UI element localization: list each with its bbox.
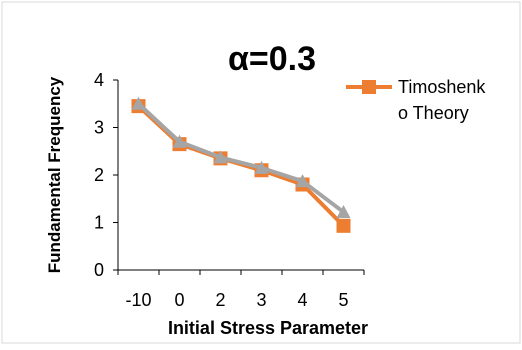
y-tick-label: 4 <box>94 70 104 90</box>
y-tick-label: 2 <box>94 165 104 185</box>
y-tick-label: 1 <box>94 213 104 233</box>
x-tick-label: 0 <box>174 290 184 310</box>
data-point-triangle <box>131 96 146 110</box>
y-tick-label: 3 <box>94 118 104 138</box>
data-point-triangle <box>213 150 228 164</box>
legend: Timoshenk o Theory <box>346 77 486 123</box>
legend-marker <box>362 80 376 94</box>
x-tick-label: 5 <box>338 290 348 310</box>
data-point-triangle <box>295 174 310 188</box>
legend-label: Timoshenk o Theory <box>398 77 486 123</box>
chart-title: α=0.3 <box>228 40 316 78</box>
data-point-square <box>336 218 351 233</box>
legend-label-line: Timoshenk <box>398 77 486 97</box>
x-tick-label: 4 <box>297 290 307 310</box>
data-point-triangle <box>336 205 351 219</box>
series-line <box>137 102 345 214</box>
legend-label-line: o Theory <box>398 103 469 123</box>
series-layer <box>131 96 351 233</box>
x-tick-label: -10 <box>125 290 151 310</box>
x-axis-label: Initial Stress Parameter <box>168 318 368 338</box>
y-axis-label: Fundamental Frequency <box>45 76 64 273</box>
x-axis: -10 0 2 3 4 5 <box>117 269 365 310</box>
y-tick-label: 0 <box>94 260 104 280</box>
x-tick-label: 2 <box>215 290 225 310</box>
data-point-triangle <box>172 134 187 148</box>
y-axis: 0 1 2 3 4 Fundamental Frequency <box>45 70 119 280</box>
data-point-triangle <box>254 160 269 174</box>
x-tick-label: 3 <box>256 290 266 310</box>
